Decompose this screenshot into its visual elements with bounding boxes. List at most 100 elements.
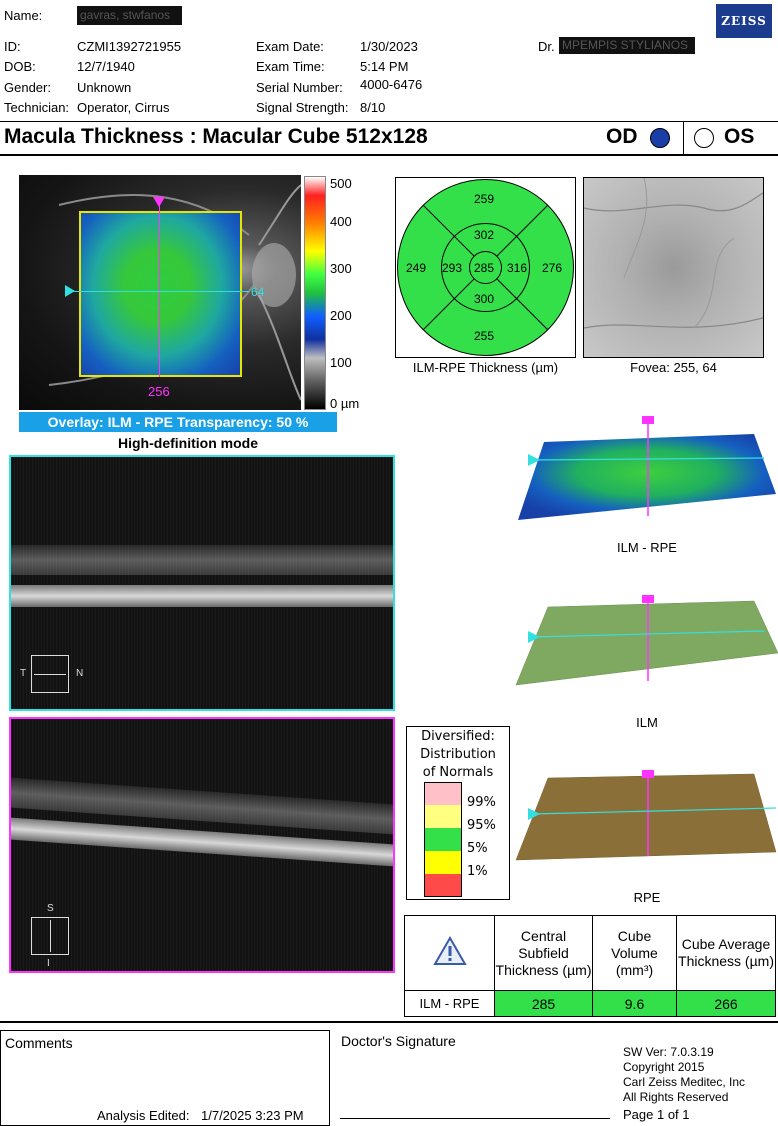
normative-legend: Diversified: Distribution of Normals 99%… [406, 726, 510, 900]
od-label: OD [606, 125, 638, 148]
vertical-marker-icon[interactable] [153, 197, 165, 207]
grid-center-value: 285 [474, 261, 495, 275]
fovea-image[interactable] [583, 177, 764, 358]
volume-value: 9.6 [592, 990, 677, 1017]
signature-line [340, 1118, 610, 1119]
exam-time-label: Exam Time: [256, 59, 325, 74]
scale-tick-0: 0 µm [330, 396, 360, 411]
legend-swatch-1-5 [424, 851, 462, 874]
serial-value: 4000-6476 [360, 77, 423, 92]
grid-outer-left-value: 249 [406, 261, 427, 275]
average-value: 266 [676, 990, 776, 1017]
legend-swatch-below-1 [424, 874, 462, 897]
grid-outer-bottom-value: 255 [474, 329, 495, 343]
thickness-color-scale [304, 176, 326, 410]
ilm-rpe-surface[interactable] [514, 412, 778, 524]
serial-label: Serial Number: [256, 80, 343, 95]
grid-inner-bottom-value: 300 [474, 292, 495, 306]
scale-tick-300: 300 [330, 261, 352, 276]
signal-value: 8/10 [360, 100, 386, 115]
hd-mode-label: High-definition mode [118, 435, 258, 451]
gender-label: Gender: [4, 80, 51, 95]
vertical-bscan[interactable]: S I [9, 717, 395, 973]
comments-box[interactable]: Comments Analysis Edited: 1/7/2025 3:23 … [0, 1030, 330, 1126]
legend-swatch-5-95 [424, 828, 462, 851]
fundus-image[interactable]: 64 256 [19, 175, 301, 410]
legend-swatch-95-99 [424, 805, 462, 828]
ilm-rpe-caption: ILM - RPE [617, 540, 677, 555]
orientation-box-si: S I [31, 903, 69, 969]
exam-date-label: Exam Date: [256, 39, 324, 54]
h-position-label: 64 [251, 285, 265, 299]
zeiss-logo: ZEISS [716, 4, 772, 38]
exam-date-value: 1/30/2023 [360, 39, 418, 54]
legend-title-2: Distribution [420, 747, 496, 762]
legend-swatch-above-99 [424, 782, 462, 805]
scale-tick-200: 200 [330, 308, 352, 323]
arrow-up-icon [50, 920, 51, 952]
bscan-rpe-layer [11, 585, 393, 607]
os-label: OS [724, 125, 755, 148]
doctor-label: Dr. [538, 39, 555, 54]
page-title: Macula Thickness : Macular Cube 512x128 [4, 125, 428, 148]
technician-value: Operator, Cirrus [77, 100, 170, 115]
horizontal-marker-icon[interactable] [65, 285, 75, 297]
vertical-scan-line [159, 199, 160, 377]
fovea-vessels [584, 178, 763, 329]
legend-title-3: of Normals [422, 765, 494, 780]
legend-title-1: Diversified: [421, 729, 495, 744]
col-cube-volume: Cube Volume (mm³) [592, 915, 677, 991]
results-table: Central Subfield Thickness (µm) Cube Vol… [404, 915, 776, 1017]
row-label-ilm-rpe: ILM - RPE [404, 990, 495, 1017]
dob-value: 12/7/1940 [77, 59, 135, 74]
gender-value: Unknown [77, 80, 132, 95]
horizontal-bscan[interactable]: T N [9, 455, 395, 711]
comments-label: Comments [5, 1035, 73, 1051]
orientation-box-tn: T N [20, 655, 83, 693]
grid-inner-top-value: 302 [474, 228, 495, 242]
patient-name: gavras, stwfanos [77, 6, 182, 25]
ilm-caption: ILM [636, 715, 658, 730]
rights-text: All Rights Reserved [623, 1090, 729, 1104]
overlay-banner[interactable]: Overlay: ILM - RPE Transparency: 50 % [19, 412, 337, 432]
legend-pct-99: 99% [467, 795, 496, 810]
exam-time-value: 5:14 PM [360, 59, 409, 74]
signal-label: Signal Strength: [256, 100, 349, 115]
id-value: CZMI1392721955 [77, 39, 182, 54]
rpe-surface[interactable] [514, 768, 778, 862]
grid-outer-top-value: 259 [474, 192, 495, 206]
grid-outer-right-value: 276 [542, 261, 563, 275]
od-radio-selected[interactable] [650, 128, 670, 148]
name-label: Name: [4, 8, 43, 23]
arrow-right-icon [34, 674, 66, 675]
col-cube-average: Cube Average Thickness (µm) [676, 915, 776, 991]
scale-tick-100: 100 [330, 355, 352, 370]
analysis-edited-value: 1/7/2025 3:23 PM [201, 1108, 304, 1123]
csf-value: 285 [494, 990, 593, 1017]
grid-caption: ILM-RPE Thickness (µm) [412, 360, 559, 375]
warning-cell [404, 915, 495, 991]
id-label: ID: [4, 39, 21, 54]
copyright-text: Copyright 2015 [623, 1060, 705, 1074]
grid-map-svg [397, 179, 574, 356]
inferior-label: I [47, 958, 50, 969]
title-bottom-rule [0, 154, 778, 156]
nasal-label: N [76, 668, 84, 679]
scale-tick-500: 500 [330, 176, 352, 191]
fovea-caption: Fovea: 255, 64 [630, 360, 717, 375]
legend-pct-5: 5% [467, 841, 488, 856]
bscan-upper-layer [11, 545, 393, 575]
technician-label: Technician: [4, 100, 70, 115]
legend-pct-95: 95% [467, 818, 496, 833]
bscan-noise [11, 457, 393, 709]
doctor-name: MPEMPIS STYLIANOS [559, 37, 695, 54]
horizontal-scan-line [69, 291, 249, 292]
superior-label: S [47, 903, 54, 914]
sw-version: SW Ver: 7.0.3.19 [623, 1045, 714, 1059]
page-number: Page 1 of 1 [623, 1107, 690, 1122]
thickness-overlay [79, 211, 242, 377]
eye-divider [683, 122, 684, 154]
os-radio[interactable] [694, 128, 714, 148]
ilm-surface[interactable] [514, 593, 778, 693]
col-central-subfield: Central Subfield Thickness (µm) [494, 915, 593, 991]
